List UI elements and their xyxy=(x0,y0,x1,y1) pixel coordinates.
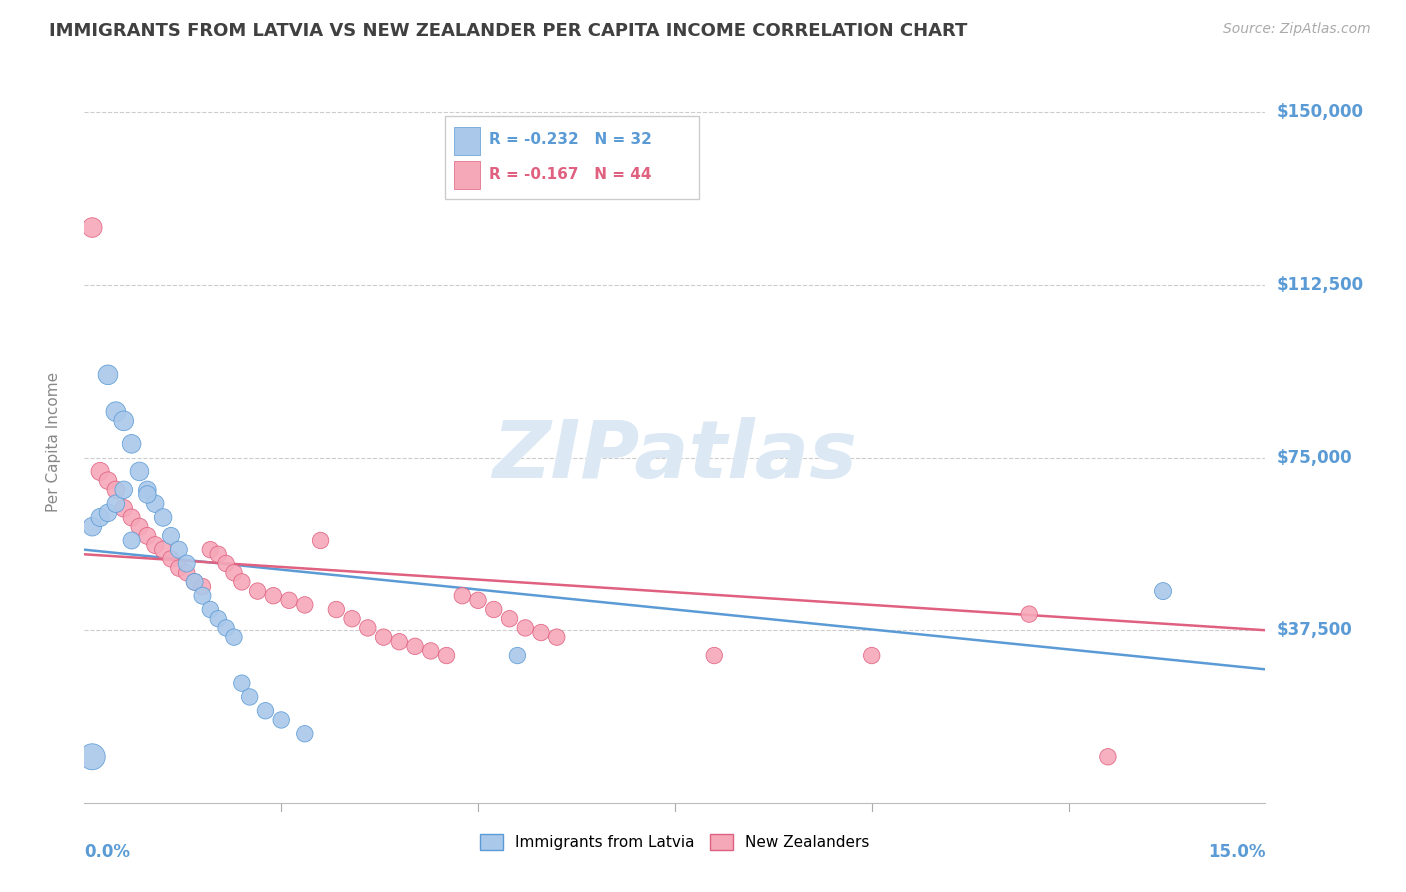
Point xyxy=(482,602,505,616)
Point xyxy=(231,676,253,690)
Point xyxy=(160,529,183,543)
Point xyxy=(515,621,537,635)
Text: $112,500: $112,500 xyxy=(1277,276,1364,294)
Point xyxy=(294,598,316,612)
Point xyxy=(1097,749,1119,764)
Legend: Immigrants from Latvia, New Zealanders: Immigrants from Latvia, New Zealanders xyxy=(474,829,876,856)
Point xyxy=(262,589,284,603)
Point xyxy=(82,749,104,764)
Point xyxy=(152,510,174,524)
Point xyxy=(1152,584,1174,599)
Point xyxy=(183,574,205,589)
Point xyxy=(160,552,183,566)
Point xyxy=(104,483,127,497)
Text: R = -0.167   N = 44: R = -0.167 N = 44 xyxy=(489,167,652,182)
Point xyxy=(121,533,143,548)
Point xyxy=(128,465,150,479)
Point xyxy=(246,584,269,599)
Point xyxy=(860,648,883,663)
Point xyxy=(222,630,245,644)
Point xyxy=(89,465,111,479)
Point xyxy=(176,557,198,571)
Point xyxy=(231,574,253,589)
Point xyxy=(530,625,553,640)
Point xyxy=(325,602,347,616)
Point xyxy=(278,593,301,607)
Point xyxy=(89,510,111,524)
Point xyxy=(97,506,120,520)
Point xyxy=(207,547,229,561)
Point xyxy=(294,727,316,741)
FancyBboxPatch shape xyxy=(444,117,699,200)
FancyBboxPatch shape xyxy=(454,128,479,154)
Point xyxy=(467,593,489,607)
Point xyxy=(167,561,190,575)
Point xyxy=(270,713,292,727)
Point xyxy=(546,630,568,644)
Point xyxy=(176,566,198,580)
Text: 0.0%: 0.0% xyxy=(84,843,131,861)
Point xyxy=(215,621,238,635)
Point xyxy=(215,557,238,571)
Y-axis label: Per Capita Income: Per Capita Income xyxy=(46,371,60,512)
Point xyxy=(152,542,174,557)
Point xyxy=(82,519,104,533)
Point xyxy=(104,497,127,511)
Point xyxy=(239,690,262,704)
Point xyxy=(498,612,520,626)
Point xyxy=(143,538,166,552)
Point xyxy=(388,634,411,648)
Point xyxy=(167,542,190,557)
Point xyxy=(222,566,245,580)
Point xyxy=(183,574,205,589)
Point xyxy=(128,519,150,533)
Text: Source: ZipAtlas.com: Source: ZipAtlas.com xyxy=(1223,22,1371,37)
FancyBboxPatch shape xyxy=(454,161,479,189)
Point xyxy=(136,487,159,501)
Point xyxy=(191,580,214,594)
Point xyxy=(112,414,135,428)
Point xyxy=(340,612,363,626)
Point xyxy=(191,589,214,603)
Point xyxy=(254,704,277,718)
Point xyxy=(104,404,127,418)
Point xyxy=(373,630,395,644)
Text: ZIPatlas: ZIPatlas xyxy=(492,417,858,495)
Point xyxy=(703,648,725,663)
Point xyxy=(200,542,222,557)
Point xyxy=(97,474,120,488)
Point xyxy=(451,589,474,603)
Point xyxy=(143,497,166,511)
Point xyxy=(309,533,332,548)
Point xyxy=(82,220,104,235)
Point xyxy=(506,648,529,663)
Point xyxy=(207,612,229,626)
Text: IMMIGRANTS FROM LATVIA VS NEW ZEALANDER PER CAPITA INCOME CORRELATION CHART: IMMIGRANTS FROM LATVIA VS NEW ZEALANDER … xyxy=(49,22,967,40)
Point xyxy=(112,501,135,516)
Point xyxy=(97,368,120,382)
Text: $75,000: $75,000 xyxy=(1277,449,1353,467)
Text: $150,000: $150,000 xyxy=(1277,103,1364,121)
Point xyxy=(200,602,222,616)
Point xyxy=(1018,607,1040,621)
Text: 15.0%: 15.0% xyxy=(1208,843,1265,861)
Point xyxy=(112,483,135,497)
Text: $37,500: $37,500 xyxy=(1277,621,1353,640)
Point xyxy=(404,640,426,654)
Text: R = -0.232   N = 32: R = -0.232 N = 32 xyxy=(489,132,652,147)
Point xyxy=(121,437,143,451)
Point xyxy=(419,644,441,658)
Point xyxy=(357,621,380,635)
Point xyxy=(136,483,159,497)
Point xyxy=(436,648,458,663)
Point xyxy=(136,529,159,543)
Point xyxy=(121,510,143,524)
